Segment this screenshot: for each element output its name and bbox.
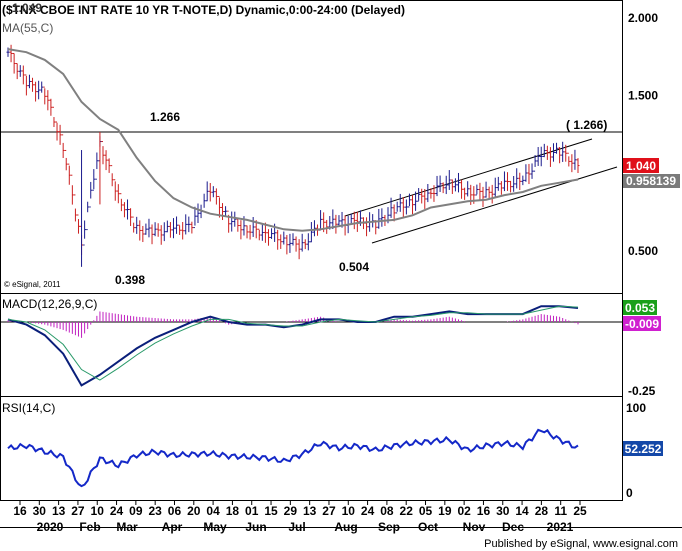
x-month-label: 2020 (37, 520, 64, 534)
x-tick-label: 02 (457, 504, 471, 518)
x-tick-label: 18 (226, 504, 240, 518)
macd-line (7, 305, 579, 387)
x-month-label: Dec (502, 520, 524, 534)
copyright-text: © eSignal, 2011 (4, 280, 61, 289)
last-price-tag (623, 158, 659, 173)
publisher-credit: Published by eSignal, www.esignal.com (484, 538, 678, 550)
x-tick-label: 01 (245, 504, 259, 518)
x-tick-label: 13 (52, 504, 66, 518)
x-tick-label: 27 (322, 504, 336, 518)
x-tick-label: 13 (303, 504, 317, 518)
ma-legend-label: MA(55,C) (2, 21, 53, 35)
annotation-aug-low: 0.504 (339, 260, 369, 274)
x-month-label: Feb (79, 520, 100, 534)
channel-lower-line (371, 166, 618, 244)
x-tick-label: 24 (361, 504, 375, 518)
x-tick-label: 16 (13, 504, 27, 518)
x-tick-label: 30 (496, 504, 510, 518)
x-month-label: Jul (288, 520, 305, 534)
price-series (6, 44, 580, 260)
hist-value-tag (623, 316, 661, 331)
macd-signal-line (7, 305, 579, 381)
macd-value-tag (623, 300, 657, 315)
x-tick-label: 25 (573, 504, 587, 518)
x-month-label: Apr (162, 520, 183, 534)
x-tick-label: 08 (380, 504, 394, 518)
x-tick-label: 30 (33, 504, 47, 518)
last-price-tag-text: 1.040 (626, 159, 656, 173)
x-tick-label: 16 (477, 504, 491, 518)
x-tick-label: 15 (264, 504, 278, 518)
x-tick-label: 05 (419, 504, 433, 518)
annotation-high: 1.266 (150, 110, 180, 124)
annotation-level: ( 1.266) (566, 118, 607, 132)
annotation-low: 0.398 (115, 273, 145, 287)
rsi-value-tag (623, 441, 663, 456)
header-last-value: 1.049 (12, 1, 42, 15)
price-y-tick: 1.500 (628, 89, 658, 103)
x-tick-label: 09 (129, 504, 143, 518)
x-tick-label: 06 (168, 504, 182, 518)
macd-value-tag-text: 0.053 (625, 301, 655, 315)
x-tick-label: 27 (71, 504, 85, 518)
x-month-label: Oct (418, 520, 438, 534)
x-month-label: May (203, 520, 227, 534)
x-tick-label: 23 (148, 504, 162, 518)
chart-title: ($TNX CBOE INT RATE 10 YR T-NOTE,D) Dyna… (2, 3, 405, 17)
x-month-label: Jun (245, 520, 266, 534)
x-tick-label: 10 (91, 504, 105, 518)
x-month-label: 2021 (547, 520, 574, 534)
ma-value-tag (623, 174, 680, 188)
moving-average-line (7, 48, 579, 232)
x-tick-label: 20 (187, 504, 201, 518)
rsi-panel-frame (0, 396, 623, 501)
macd-title: MACD(12,26,9,C) (2, 297, 97, 311)
rsi-y-tick-100: 100 (626, 401, 646, 415)
x-month-label: Nov (463, 520, 486, 534)
rsi-line (7, 428, 579, 488)
macd-histogram (7, 311, 579, 338)
x-tick-label: 10 (342, 504, 356, 518)
price-panel-frame (0, 0, 623, 294)
rsi-title: RSI(14,C) (2, 401, 55, 415)
price-y-tick: 2.000 (628, 11, 658, 25)
channel-upper-line (344, 138, 593, 217)
macd-y-tick: -0.25 (628, 384, 656, 398)
x-tick-label: 04 (206, 504, 220, 518)
x-tick-label: 29 (284, 504, 298, 518)
x-month-label: Sep (378, 520, 400, 534)
x-tick-label: 22 (400, 504, 414, 518)
x-month-label: Aug (334, 520, 357, 534)
x-tick-label: 24 (110, 504, 124, 518)
hist-value-tag-text: -0.009 (625, 317, 659, 331)
x-month-label: Mar (116, 520, 138, 534)
rsi-y-tick-0: 0 (626, 486, 633, 500)
rsi-value-tag-text: 52.252 (625, 442, 662, 456)
x-tick-label: 19 (438, 504, 452, 518)
x-tick-label: 14 (515, 504, 529, 518)
x-tick-label: 11 (554, 504, 567, 518)
x-tick-label: 28 (535, 504, 549, 518)
ma-value-tag-text: 0.958139 (626, 174, 676, 188)
price-y-tick: 0.500 (628, 244, 658, 258)
